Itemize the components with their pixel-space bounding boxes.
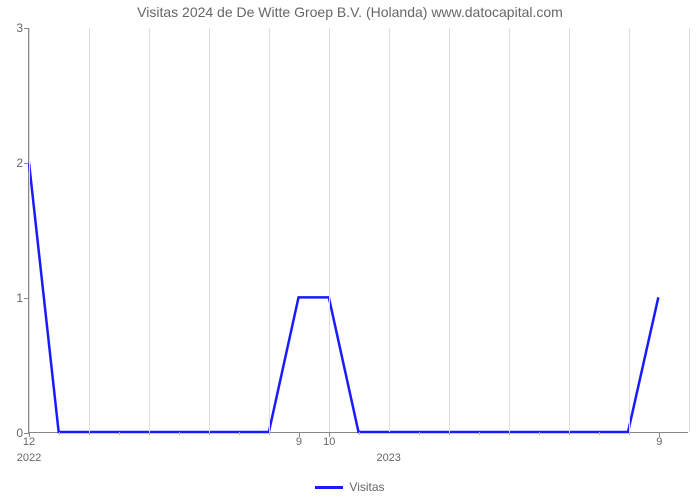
series-line: [29, 163, 658, 432]
x-year-label: 2023: [376, 452, 400, 464]
grid-line: [629, 28, 630, 432]
x-minor-tick: [359, 432, 360, 435]
y-tick-mark: [24, 28, 29, 29]
plot-area: 012312910920222023: [28, 28, 688, 433]
grid-line: [29, 28, 30, 432]
grid-line: [689, 28, 690, 432]
grid-line: [269, 28, 270, 432]
x-minor-tick: [539, 432, 540, 435]
x-minor-tick: [209, 432, 210, 435]
x-minor-tick: [569, 432, 570, 435]
grid-line: [449, 28, 450, 432]
grid-line: [209, 28, 210, 432]
grid-line: [149, 28, 150, 432]
x-tick-label: 9: [656, 436, 662, 448]
y-tick-label: 3: [16, 21, 23, 35]
x-tick-label: 10: [323, 436, 335, 448]
x-minor-tick: [479, 432, 480, 435]
x-minor-tick: [149, 432, 150, 435]
x-minor-tick: [419, 432, 420, 435]
y-tick-label: 1: [16, 291, 23, 305]
x-minor-tick: [599, 432, 600, 435]
x-minor-tick: [89, 432, 90, 435]
x-tick-label: 12: [23, 436, 35, 448]
chart-container: Visitas 2024 de De Witte Groep B.V. (Hol…: [0, 0, 700, 500]
x-minor-tick: [449, 432, 450, 435]
x-minor-tick: [119, 432, 120, 435]
x-minor-tick: [509, 432, 510, 435]
x-minor-tick: [239, 432, 240, 435]
grid-line: [89, 28, 90, 432]
grid-line: [509, 28, 510, 432]
x-minor-tick: [179, 432, 180, 435]
grid-line: [329, 28, 330, 432]
x-minor-tick: [59, 432, 60, 435]
legend-label: Visitas: [349, 480, 384, 494]
line-series: [29, 28, 688, 432]
legend: Visitas: [0, 480, 700, 494]
chart-title: Visitas 2024 de De Witte Groep B.V. (Hol…: [0, 4, 700, 20]
y-tick-mark: [24, 163, 29, 164]
x-minor-tick: [629, 432, 630, 435]
x-tick-label: 9: [296, 436, 302, 448]
x-year-label: 2022: [17, 452, 41, 464]
grid-line: [389, 28, 390, 432]
x-minor-tick: [269, 432, 270, 435]
y-tick-label: 2: [16, 156, 23, 170]
y-tick-mark: [24, 298, 29, 299]
grid-line: [569, 28, 570, 432]
legend-swatch: [315, 486, 343, 489]
